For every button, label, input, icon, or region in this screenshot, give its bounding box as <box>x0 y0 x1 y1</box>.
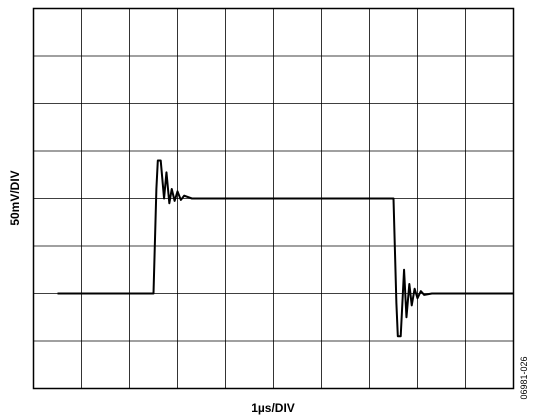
x-axis-label: 1µs/DIV <box>251 401 295 415</box>
waveform-trace <box>57 159 514 338</box>
y-axis-label: 50mV/DIV <box>8 170 22 225</box>
waveform-trace-group <box>57 159 514 338</box>
figure-id: 06981-026 <box>519 356 529 399</box>
plot-frame <box>32 7 515 390</box>
